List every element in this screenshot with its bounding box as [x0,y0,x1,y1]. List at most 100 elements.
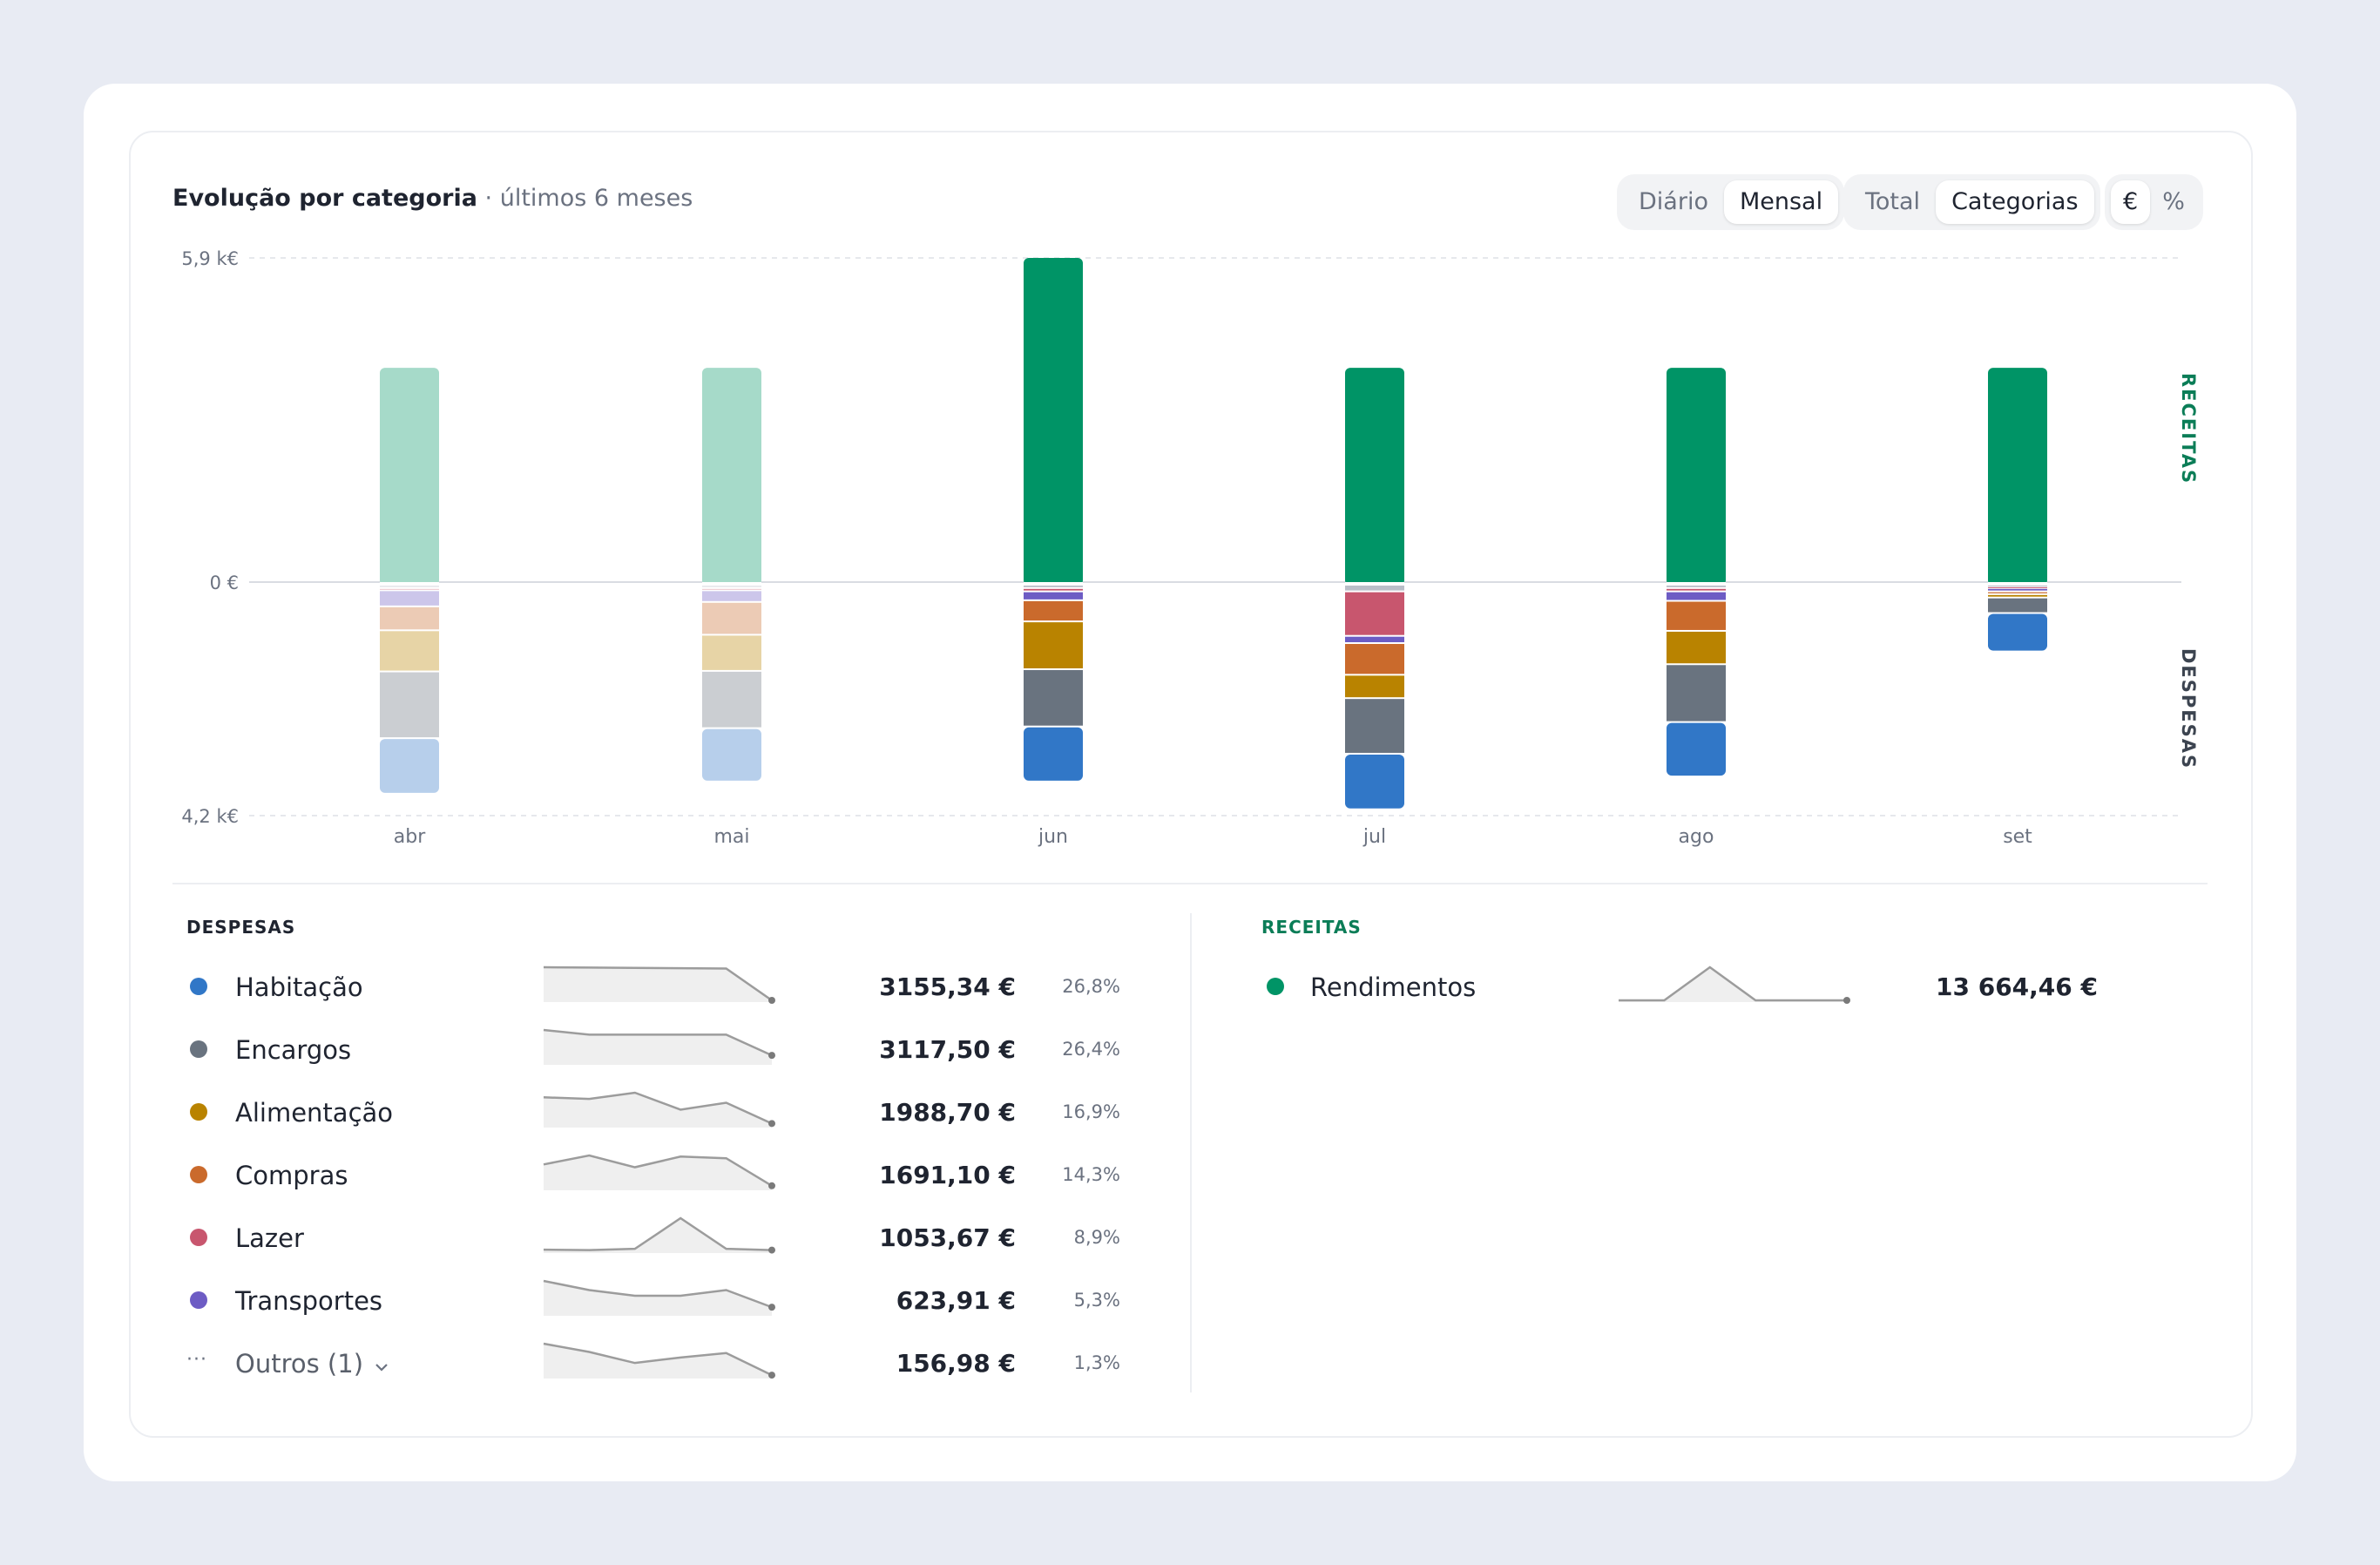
bar-income-mai[interactable] [702,368,761,586]
bar-expense-encargos-ago[interactable] [1667,665,1726,722]
bar-expense-habitação-abr[interactable] [380,739,439,793]
category-percentage: 14,3% [1062,1164,1120,1185]
receitas-axis-label: RECEITAS [2178,373,2199,485]
bar-expense-transportes-jul[interactable] [1345,636,1404,642]
bar-expense-compras-mai[interactable] [702,602,761,634]
bar-expense-habitação-jun[interactable] [1024,727,1083,781]
bar-expense-habitação-mai[interactable] [702,728,761,781]
category-name: Outros (1) [235,1349,389,1379]
category-amount: 1988,70 € [879,1098,1016,1127]
unit-option-euro[interactable]: € [2111,180,2151,224]
sparkline-line [543,1342,773,1377]
expense-row[interactable]: Transportes 623,91 € 5,3% [186,1274,1145,1326]
category-percentage: 26,8% [1062,976,1120,997]
mode-option-categories[interactable]: Categorias [1936,180,2094,224]
bar-expense-lazer-jun[interactable] [1024,588,1083,591]
bar-group-jun[interactable] [1024,258,1083,781]
category-amount: 13 664,46 € [1936,972,2098,1001]
bar-expense-transportes-abr[interactable] [380,591,439,606]
expense-row[interactable]: Compras 1691,10 € 14,3% [186,1148,1145,1201]
expense-row[interactable]: ··· Outros (1) 156,98 € 1,3% [186,1337,1145,1389]
bar-expense-encargos-jun[interactable] [1024,669,1083,726]
bar-expense-outros-jul[interactable] [1345,586,1404,591]
mode-option-total[interactable]: Total [1865,188,1921,215]
bar-expense-outros-jun[interactable] [1024,586,1083,587]
category-name: Habitação [235,972,363,1002]
bar-expense-outros-ago[interactable] [1667,586,1726,587]
expense-row[interactable]: Habitação 3155,34 € 26,8% [186,960,1145,1013]
x-tick-jul: jul [1362,826,1386,848]
x-tick-set: set [2003,826,2032,848]
bar-group-abr[interactable] [380,368,439,793]
period-option-monthly[interactable]: Mensal [1723,180,1839,224]
bar-expense-outros-abr[interactable] [380,586,439,587]
bar-expense-alimentação-jun[interactable] [1024,622,1083,668]
chevron-down-icon[interactable] [374,1349,389,1379]
income-row[interactable]: Rendimentos 13 664,46 € [1261,960,2098,1013]
sparkline-end-dot [1843,997,1850,1004]
category-name: Alimentação [235,1098,394,1128]
bar-expense-encargos-abr[interactable] [380,672,439,738]
bar-group-ago[interactable] [1667,368,1726,776]
bar-expense-transportes-set[interactable] [1988,588,2047,591]
bar-group-jul[interactable] [1345,368,1404,809]
zero-gap [380,582,439,586]
expense-row[interactable]: Encargos 3117,50 € 26,4% [186,1023,1145,1075]
category-amount: 3155,34 € [879,972,1016,1001]
bar-expense-lazer-mai[interactable] [702,588,761,590]
category-color-dot [190,1040,207,1058]
bar-expense-alimentação-abr[interactable] [380,631,439,671]
bar-expense-habitação-ago[interactable] [1667,722,1726,776]
expense-row[interactable]: Alimentação 1988,70 € 16,9% [186,1086,1145,1138]
bar-expense-compras-jun[interactable] [1024,600,1083,621]
expenses-heading: DESPESAS [186,917,296,938]
bar-expense-encargos-jul[interactable] [1345,699,1404,753]
sparkline [540,1211,777,1264]
bar-expense-lazer-set[interactable] [1988,586,2047,588]
bar-income-jun[interactable] [1024,258,1083,586]
bar-income-set[interactable] [1988,368,2047,586]
bar-expense-compras-ago[interactable] [1667,601,1726,630]
sparkline-end-dot [768,1182,775,1189]
unit-option-percent[interactable]: % [2162,188,2185,215]
bar-expense-lazer-abr[interactable] [380,588,439,590]
category-color-dot [190,1229,207,1246]
bar-expense-alimentação-set[interactable] [1988,594,2047,597]
bar-expense-habitação-jul[interactable] [1345,754,1404,809]
bar-expense-encargos-set[interactable] [1988,598,2047,613]
sparkline [540,1148,777,1201]
category-amount: 623,91 € [896,1286,1016,1315]
bar-expense-compras-jul[interactable] [1345,644,1404,674]
sparkline-area [544,1093,772,1128]
bar-income-ago[interactable] [1667,368,1726,586]
y-tick-bottom: 4,2 k€ [181,806,239,827]
sparkline-line [543,1216,773,1251]
bar-expense-alimentação-ago[interactable] [1667,631,1726,664]
sparkline-end-dot [768,1246,775,1254]
category-name: Rendimentos [1310,972,1477,1002]
category-percentage: 5,3% [1073,1290,1120,1311]
card-title: Evolução por categoria [172,185,477,212]
bar-expense-transportes-ago[interactable] [1667,592,1726,600]
bar-expense-transportes-jun[interactable] [1024,592,1083,600]
bar-expense-encargos-mai[interactable] [702,671,761,728]
bar-expense-lazer-ago[interactable] [1667,588,1726,591]
bar-income-abr[interactable] [380,368,439,586]
bar-expense-transportes-mai[interactable] [702,591,761,601]
sparkline-end-dot [768,1304,775,1311]
bar-expense-alimentação-mai[interactable] [702,635,761,670]
bar-expense-habitação-set[interactable] [1988,613,2047,651]
card-header: Evolução por categoria · últimos 6 meses [172,185,693,212]
expense-row[interactable]: Lazer 1053,67 € 8,9% [186,1211,1145,1264]
sparkline-line [543,1091,773,1125]
bar-expense-outros-mai[interactable] [702,586,761,587]
bar-group-set[interactable] [1988,368,2047,651]
bar-group-mai[interactable] [702,368,761,781]
sparkline [540,1023,777,1075]
period-option-daily[interactable]: Diário [1639,188,1708,215]
zero-gap [1024,582,1083,586]
bar-income-jul[interactable] [1345,368,1404,586]
bar-expense-lazer-jul[interactable] [1345,592,1404,635]
bar-expense-alimentação-jul[interactable] [1345,675,1404,698]
bar-expense-compras-abr[interactable] [380,606,439,630]
